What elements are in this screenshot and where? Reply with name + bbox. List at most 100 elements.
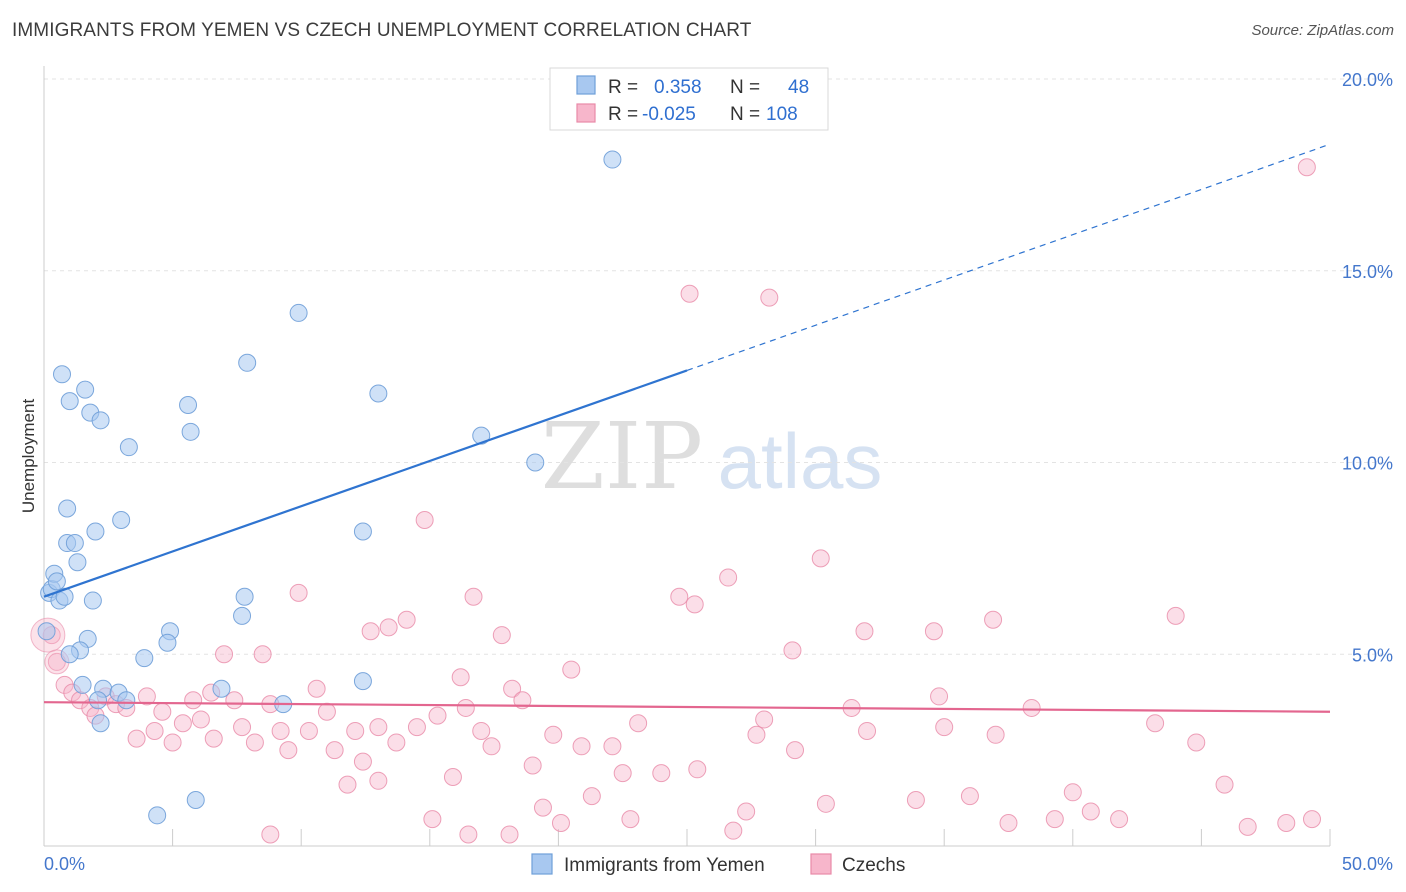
series-legend-label-yemen: Immigrants from Yemen: [564, 855, 765, 876]
czechs-point: [459, 825, 478, 844]
yemen-point: [65, 534, 84, 553]
yemen-point: [89, 691, 108, 710]
yemen-point: [233, 606, 252, 625]
yemen-point: [472, 426, 491, 445]
yemen-point: [212, 679, 231, 698]
yemen-point: [148, 806, 167, 825]
czechs-point: [760, 288, 779, 307]
czechs-point: [670, 587, 689, 606]
czechs-point: [261, 825, 280, 844]
czechs-point: [137, 687, 156, 706]
y-tick-labels: 5.0% 10.0% 15.0% 20.0%: [1342, 70, 1393, 665]
czechs-point: [924, 622, 943, 641]
czechs-point: [1166, 606, 1185, 625]
czechs-point: [986, 725, 1005, 744]
czechs-point: [688, 760, 707, 779]
watermark-zip: ZIP: [541, 403, 703, 510]
legend-r-label-pink: R =: [608, 104, 638, 125]
czechs-point: [379, 618, 398, 637]
czechs-point: [747, 725, 766, 744]
y-tick-label: 15.0%: [1342, 262, 1393, 282]
czechs-point: [930, 687, 949, 706]
czechs-point: [184, 691, 203, 710]
yemen-point: [158, 633, 177, 652]
czechs-point: [935, 718, 954, 737]
czechs-point: [582, 787, 601, 806]
czechs-point: [680, 284, 699, 303]
yemen-trend-extension: [686, 143, 1331, 372]
legend-frame: [549, 67, 829, 131]
watermark-atlas: atlas: [718, 417, 883, 505]
yemen-point: [73, 675, 92, 694]
yemen-point: [353, 672, 372, 691]
yemen-point: [55, 587, 74, 606]
yemen-point: [37, 622, 56, 641]
czechs-point: [572, 737, 591, 756]
czechs-point: [1238, 817, 1257, 836]
x-tick-label-min: 0.0%: [44, 854, 85, 874]
czechs-point: [719, 568, 738, 587]
czechs-point: [443, 767, 462, 786]
czechs-point: [271, 721, 290, 740]
yemen-point: [135, 649, 154, 668]
y-tick-label: 5.0%: [1352, 645, 1393, 665]
yemen-point: [238, 353, 257, 372]
czechs-point: [999, 813, 1018, 832]
czechs-point: [317, 702, 336, 721]
czechs-point: [127, 729, 146, 748]
czechs-point: [55, 675, 74, 694]
czechs-point: [204, 729, 223, 748]
czechs-point: [253, 645, 272, 664]
czechs-point: [279, 741, 298, 760]
series-legend-label-czechs: Czechs: [842, 855, 905, 876]
legend-r-value-blue: 0.358: [654, 77, 702, 98]
czechs-trend-line: [43, 701, 1331, 713]
czechs-point: [603, 737, 622, 756]
czechs-point: [423, 810, 442, 829]
yemen-points: [37, 150, 622, 825]
czechs-point: [153, 702, 172, 721]
czechs-point: [397, 610, 416, 629]
trend-lines: [43, 143, 1331, 713]
czechs-point: [621, 810, 640, 829]
czechs-point: [173, 714, 192, 733]
legend-n-value-pink: 108: [766, 104, 798, 125]
czechs-point: [346, 721, 365, 740]
yemen-point: [83, 591, 102, 610]
czechs-point: [1302, 810, 1321, 829]
y-tick-label: 10.0%: [1342, 454, 1393, 474]
legend-n-value-blue: 48: [788, 77, 809, 98]
yemen-point: [526, 453, 545, 472]
x-tick-label-max: 50.0%: [1342, 854, 1393, 874]
yemen-point: [91, 714, 110, 733]
czechs-point: [755, 710, 774, 729]
czechs-point: [163, 733, 182, 752]
czechs-point: [1045, 810, 1064, 829]
legend-r-label-blue: R =: [608, 77, 638, 98]
yemen-point: [58, 499, 77, 518]
czechs-point: [215, 645, 234, 664]
yemen-point: [235, 587, 254, 606]
czechs-point: [299, 721, 318, 740]
y-axis-label: Unemployment: [19, 399, 38, 514]
yemen-point: [289, 303, 308, 322]
axes: [43, 66, 1331, 847]
czechs-point: [960, 787, 979, 806]
czechs-point: [456, 698, 475, 717]
czechs-point: [551, 813, 570, 832]
czechs-point: [428, 706, 447, 725]
czechs-point: [233, 718, 252, 737]
czechs-point: [1277, 813, 1296, 832]
czechs-point: [407, 718, 426, 737]
czechs-point: [629, 714, 648, 733]
source-credit: Source: ZipAtlas.com: [1251, 22, 1394, 39]
yemen-point: [112, 511, 131, 530]
czechs-point: [613, 764, 632, 783]
czechs-point: [289, 583, 308, 602]
czechs-point: [338, 775, 357, 794]
czechs-point: [387, 733, 406, 752]
czechs-point: [191, 710, 210, 729]
czechs-point: [652, 764, 671, 783]
yemen-point: [86, 522, 105, 541]
